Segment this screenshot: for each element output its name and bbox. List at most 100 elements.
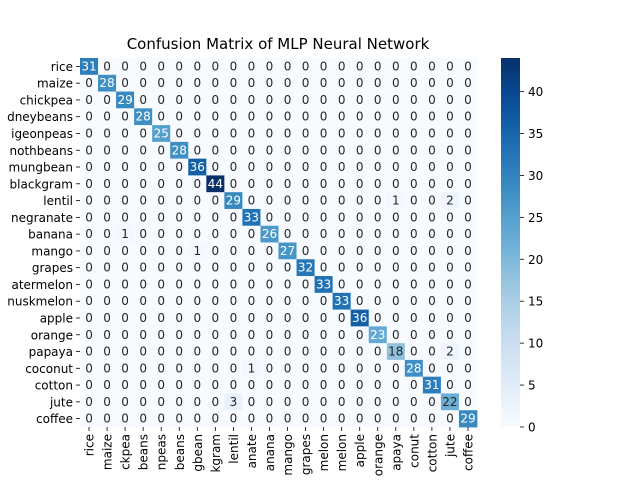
cell-value: 0	[103, 143, 111, 157]
cell-value: 0	[392, 160, 400, 174]
cell-value: 0	[338, 412, 346, 426]
cell-value: 0	[230, 277, 238, 291]
cell-value: 0	[428, 311, 436, 325]
cell-value: 0	[374, 126, 382, 140]
cell-value: 0	[302, 328, 310, 342]
cell-value: 0	[464, 160, 472, 174]
colorbar-tick-label: 20	[528, 253, 543, 267]
cell-value: 0	[193, 412, 201, 426]
cell-value: 0	[139, 311, 147, 325]
cell-value: 0	[248, 328, 256, 342]
cell-value: 0	[338, 361, 346, 375]
cell-value: 0	[230, 345, 238, 359]
cell-value: 0	[392, 210, 400, 224]
cell-value: 0	[410, 227, 418, 241]
cell-value: 0	[103, 395, 111, 409]
cell-value: 0	[139, 361, 147, 375]
cell-value: 0	[248, 412, 256, 426]
cell-value: 0	[338, 277, 346, 291]
cell-value: 0	[392, 244, 400, 258]
cell-value: 0	[374, 261, 382, 275]
cell-value: 0	[446, 311, 454, 325]
cell-value: 0	[302, 210, 310, 224]
cell-value: 0	[320, 294, 328, 308]
cell-value: 0	[338, 395, 346, 409]
cell-value: 0	[157, 395, 165, 409]
cell-value: 0	[392, 143, 400, 157]
cell-value: 0	[248, 194, 256, 208]
cell-value: 0	[230, 294, 238, 308]
y-tick-label: coffee	[36, 412, 73, 426]
colorbar-tick-label: 30	[528, 169, 543, 183]
cell-value: 0	[157, 227, 165, 241]
y-tick-label: maize	[37, 77, 73, 91]
cell-value: 0	[284, 177, 292, 191]
cell-value: 0	[175, 261, 183, 275]
cell-value: 0	[464, 261, 472, 275]
cell-value: 0	[428, 143, 436, 157]
cell-value: 0	[356, 177, 364, 191]
cell-value: 0	[392, 227, 400, 241]
cell-value: 32	[298, 261, 313, 275]
cell-value: 0	[464, 328, 472, 342]
cell-value: 0	[320, 110, 328, 124]
cell-value: 0	[157, 143, 165, 157]
cell-value: 0	[266, 93, 274, 107]
cell-value: 0	[85, 328, 93, 342]
cell-value: 0	[356, 277, 364, 291]
cell-value: 0	[356, 126, 364, 140]
cell-value: 0	[338, 261, 346, 275]
cell-value: 0	[121, 210, 129, 224]
cell-value: 0	[85, 261, 93, 275]
y-tick-label: jute	[49, 395, 73, 409]
cell-value: 0	[284, 395, 292, 409]
x-tick-label: kgram	[209, 434, 223, 473]
cell-value: 0	[464, 194, 472, 208]
cell-value: 36	[190, 160, 205, 174]
cell-value: 0	[446, 177, 454, 191]
cell-value: 0	[193, 194, 201, 208]
cell-value: 0	[446, 261, 454, 275]
cell-value: 0	[464, 395, 472, 409]
cell-value: 0	[121, 244, 129, 258]
cell-value: 0	[103, 210, 111, 224]
cell-value: 0	[248, 160, 256, 174]
cell-value: 0	[320, 328, 328, 342]
cell-value: 0	[410, 143, 418, 157]
cell-value: 0	[356, 93, 364, 107]
cell-value: 0	[320, 126, 328, 140]
cell-value: 0	[157, 194, 165, 208]
x-tick-label: rice	[83, 434, 97, 456]
cell-value: 0	[121, 395, 129, 409]
cell-value: 0	[85, 412, 93, 426]
cell-value: 0	[410, 345, 418, 359]
cell-value: 0	[248, 395, 256, 409]
cell-value: 0	[428, 277, 436, 291]
cell-value: 0	[121, 126, 129, 140]
cell-value: 31	[81, 59, 96, 73]
cell-value: 0	[338, 177, 346, 191]
cell-value: 0	[392, 177, 400, 191]
cell-value: 0	[428, 93, 436, 107]
cell-value: 0	[464, 345, 472, 359]
cell-value: 0	[320, 227, 328, 241]
cell-value: 0	[212, 378, 220, 392]
cell-value: 0	[446, 227, 454, 241]
y-tick-label: blackgram	[10, 177, 73, 191]
cell-value: 0	[103, 277, 111, 291]
cell-value: 0	[103, 345, 111, 359]
cell-value: 0	[302, 378, 310, 392]
cell-value: 0	[139, 277, 147, 291]
cell-value: 0	[320, 143, 328, 157]
x-tick-label: anana	[263, 434, 277, 471]
cell-value: 0	[121, 345, 129, 359]
cell-value: 0	[356, 227, 364, 241]
cell-value: 0	[212, 328, 220, 342]
cell-value: 2	[446, 345, 454, 359]
cell-value: 0	[266, 76, 274, 90]
y-tick-label: nuskmelon	[7, 295, 73, 309]
cell-value: 0	[121, 59, 129, 73]
cell-value: 0	[428, 227, 436, 241]
cell-value: 0	[157, 210, 165, 224]
cell-value: 0	[446, 59, 454, 73]
